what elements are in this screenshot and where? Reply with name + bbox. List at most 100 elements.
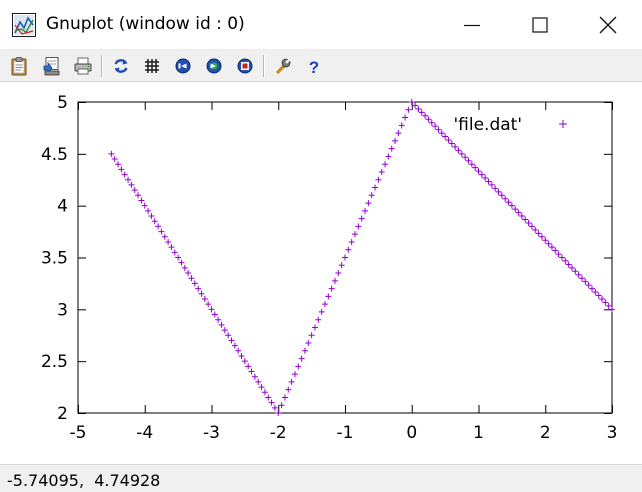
data-point [201, 295, 208, 302]
data-point [118, 166, 125, 173]
data-point [178, 259, 185, 266]
minimize-button[interactable] [438, 0, 506, 50]
data-point [505, 199, 512, 206]
options-button[interactable] [271, 54, 295, 78]
zoom-next-button[interactable] [202, 54, 226, 78]
copy-to-clipboard-button[interactable] [7, 54, 31, 78]
data-point [422, 112, 429, 119]
data-point [448, 140, 455, 147]
legend-marker [559, 120, 567, 128]
x-tick-label: -5 [70, 423, 87, 443]
print-button[interactable] [71, 54, 95, 78]
zoom-previous-button[interactable] [171, 54, 195, 78]
data-point [602, 299, 609, 306]
y-tick-label: 4.5 [41, 145, 68, 165]
data-point [141, 202, 148, 209]
data-point [418, 109, 425, 116]
data-point [211, 311, 218, 318]
help-icon: ? [309, 58, 319, 76]
data-point [328, 285, 335, 292]
data-point [502, 195, 509, 202]
data-point [275, 410, 282, 416]
data-point [492, 185, 499, 192]
data-point [408, 99, 415, 105]
data-point [605, 302, 612, 309]
x-tick-label: -4 [136, 423, 153, 443]
data-point [155, 223, 162, 230]
data-point [125, 176, 132, 183]
svg-text:?: ? [309, 58, 319, 76]
mouse-coordinates: -5.74095, 4.74928 [7, 471, 161, 490]
data-point [572, 268, 579, 275]
save-icon [43, 57, 60, 76]
data-point [598, 295, 605, 302]
data-point [258, 384, 265, 391]
replot-button[interactable] [109, 54, 133, 78]
x-tick-label: -3 [203, 423, 220, 443]
toggle-grid-button[interactable] [140, 54, 164, 78]
close-button[interactable] [574, 0, 642, 50]
x-tick-label: 1 [473, 423, 484, 443]
data-point [512, 206, 519, 213]
data-point [452, 143, 459, 150]
y-tick-label: 5 [57, 93, 68, 113]
data-point [495, 188, 502, 195]
y-tick-label: 3 [57, 300, 68, 320]
data-point [335, 270, 342, 277]
y-tick-label: 2 [57, 404, 68, 424]
data-point [115, 161, 122, 168]
data-point [338, 262, 345, 269]
data-point [175, 254, 182, 261]
data-point [315, 316, 322, 323]
save-button[interactable] [39, 54, 63, 78]
toolbar-separator [263, 55, 265, 77]
zoom-previous-icon [175, 58, 191, 74]
data-point [145, 207, 152, 214]
help-button[interactable]: ? [302, 54, 326, 78]
chart[interactable]: -5 -4 -3 -2 -1 0 1 2 3 2 2.5 3 3.5 4 4.5 5 'file.dat' [0, 82, 642, 464]
data-point [191, 280, 198, 287]
data-point [412, 102, 419, 109]
data-point [158, 228, 165, 235]
data-point [188, 275, 195, 282]
data-point [425, 116, 432, 123]
data-point [231, 342, 238, 349]
data-point [465, 157, 472, 164]
data-point [298, 355, 305, 362]
data-point [358, 215, 365, 222]
data-point [592, 289, 599, 296]
plot-area[interactable]: -5 -4 -3 -2 -1 0 1 2 3 2 2.5 3 3.5 4 4.5 5 'file.dat' [0, 82, 642, 464]
x-tick-label: 3 [607, 423, 618, 443]
data-point [468, 161, 475, 168]
unzoom-button[interactable] [233, 54, 257, 78]
data-point [385, 153, 392, 160]
data-point [251, 373, 258, 380]
data-point [488, 181, 495, 188]
data-point [345, 246, 352, 253]
data-point [308, 332, 315, 339]
legend-label: 'file.dat' [453, 115, 522, 135]
data-point [355, 223, 362, 230]
data-point [472, 164, 479, 171]
data-point [138, 197, 145, 204]
data-point [609, 306, 615, 313]
data-point [352, 231, 359, 238]
data-point [135, 192, 142, 199]
data-point [558, 254, 565, 261]
clipboard-copy-icon [11, 57, 27, 76]
window-title: Gnuplot (window id : 0) [46, 14, 245, 34]
data-point [295, 363, 302, 370]
data-point [518, 213, 525, 220]
data-point [482, 174, 489, 181]
data-point [321, 301, 328, 308]
data-point [528, 223, 535, 230]
data-point [165, 238, 172, 245]
data-point [548, 244, 555, 251]
maximize-button[interactable] [506, 0, 574, 50]
close-icon [599, 16, 617, 34]
y-tick-label: 3.5 [41, 249, 68, 269]
title-bar[interactable]: Gnuplot (window id : 0) [0, 0, 642, 50]
data-point [405, 106, 412, 113]
data-point [445, 137, 452, 144]
data-point [485, 178, 492, 185]
